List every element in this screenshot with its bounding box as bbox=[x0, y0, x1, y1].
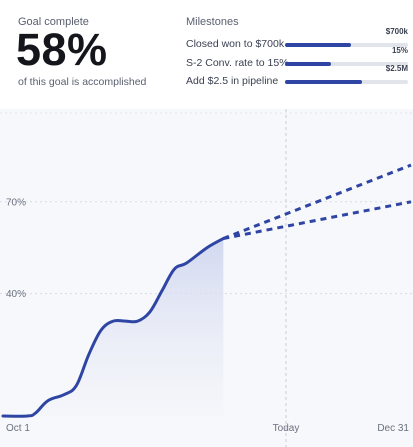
milestone-target-value: 15% bbox=[391, 46, 408, 55]
milestone-progress-track bbox=[285, 62, 408, 66]
milestone-progress-fill bbox=[285, 43, 352, 47]
milestone-label: Closed won to $700k bbox=[186, 38, 285, 50]
goal-progress-chart: 70% 40% Oct 1 Today Dec 31 bbox=[0, 109, 413, 447]
milestone-label: S-2 Conv. rate to 15% bbox=[186, 57, 289, 69]
y-tick-label: 70% bbox=[6, 197, 26, 208]
y-tick-label: 40% bbox=[6, 289, 26, 300]
goal-percentage: 58% bbox=[16, 24, 108, 75]
milestone-row: Closed won to $700k $700k bbox=[186, 27, 410, 52]
progress-line bbox=[1, 237, 225, 418]
chart-svg: 70% 40% Oct 1 Today Dec 31 bbox=[0, 109, 413, 447]
goal-label: Goal complete bbox=[18, 16, 89, 28]
projection-line-2 bbox=[222, 163, 412, 240]
x-tick-label: Dec 31 bbox=[377, 423, 409, 434]
milestone-progress-track bbox=[285, 80, 408, 84]
milestone-progress-track bbox=[285, 43, 408, 47]
milestone-row: S-2 Conv. rate to 15% 15% bbox=[186, 46, 410, 71]
milestone-label: Add $2.5 in pipeline bbox=[186, 75, 279, 87]
milestone-progress-fill bbox=[285, 80, 363, 84]
x-tick-label: Today bbox=[273, 423, 300, 434]
progress-area bbox=[3, 238, 224, 417]
milestone-row: Add $2.5 in pipeline $2.5M bbox=[186, 64, 410, 89]
milestone-progress-fill bbox=[285, 62, 331, 66]
milestones-title: Milestones bbox=[186, 16, 239, 28]
goal-description: of this goal is accomplished bbox=[18, 76, 147, 88]
milestone-target-value: $700k bbox=[385, 27, 408, 36]
x-tick-label: Oct 1 bbox=[6, 423, 30, 434]
projection-line-1 bbox=[223, 200, 412, 240]
milestone-target-value: $2.5M bbox=[385, 64, 408, 73]
